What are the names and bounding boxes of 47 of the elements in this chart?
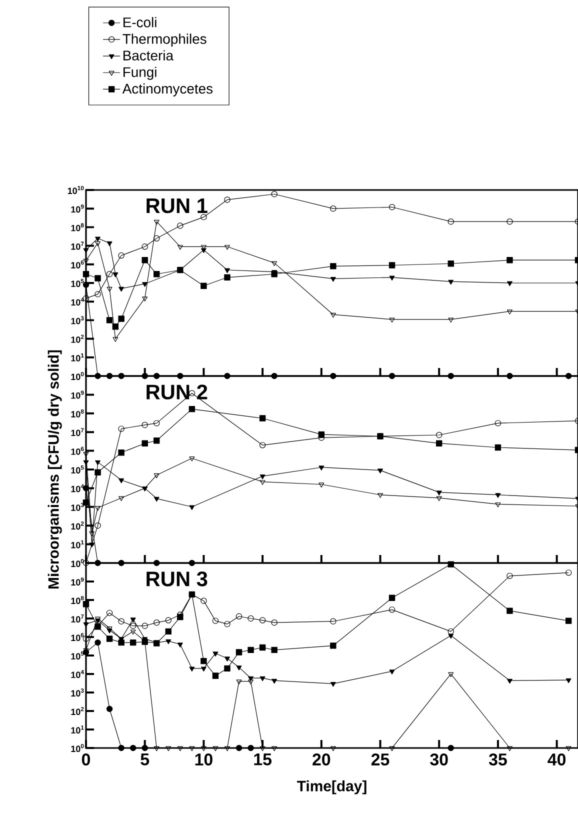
x-tick-label: 0 [82,754,90,766]
y-tick-label: 10$^{2}$ [71,522,84,530]
y-tick-label: 10$^{9}$ [71,390,84,399]
legend-label: Thermophiles [122,34,206,47]
x-tick-label: 15 [254,754,272,766]
y-tick-label: 10$^{4}$ [71,670,84,678]
x-tick-label: 35 [488,754,507,766]
chart-title: RUN 1 [146,198,208,214]
y-tick-label: 10$^{9}$ [71,577,84,586]
y-tick-label: 10$^{3}$ [71,688,84,697]
x-tick-label: 30 [430,754,448,766]
y-tick-label: 10$^{2}$ [71,706,84,716]
y-tick-label: 10$^{6}$ [71,446,84,455]
y-tick-label: 10$^{5}$ [71,465,84,474]
y-tick-label: 10$^{1}$ [71,353,84,362]
y-tick-label: 10$^{0}$ [71,744,84,752]
chart-title: RUN 2 [146,384,208,400]
x-tick-label: 5 [140,754,150,766]
y-tick-label: 10$^{0}$ [71,558,84,568]
legend-label: Bacteria [124,50,174,60]
chart-title: RUN 3 [146,572,208,586]
y-tick-label: 10$^{3}$ [71,316,84,324]
legend-label: Actinomycetes [122,83,213,96]
x-tick-label: 20 [312,754,330,766]
x-axis-title: Time[day] [297,780,366,794]
y-tick-label: 10$^{8}$ [71,409,84,418]
legend-label: Fungi [124,66,156,80]
y-tick-label: 10$^{9}$ [71,204,84,213]
y-tick-label: 10$^{0}$ [71,372,84,380]
x-tick-label: 25 [371,754,390,766]
y-tick-label: 10$^{5}$ [71,651,84,660]
y-tick-label: 10$^{6}$ [71,632,84,642]
x-tick-label: 10 [195,754,212,766]
y-tick-label: 10$^{8}$ [71,223,84,232]
x-tick-label: 40 [548,754,566,766]
y-tick-label: 10$^{10}$ [68,186,84,194]
y-tick-label: 10$^{2}$ [71,334,84,343]
y-tick-label: 10$^{1}$ [71,540,84,548]
legend-label: E-coli [124,17,156,28]
y-tick-label: 10$^{8}$ [71,596,84,604]
y-tick-label: 10$^{1}$ [71,725,84,734]
y-tick-label: 10$^{7}$ [71,428,84,436]
y-axis-title: Microorganisms [CFU/g dry solid] [48,350,62,588]
y-tick-label: 10$^{6}$ [71,260,84,268]
y-tick-label: 10$^{7}$ [71,614,84,623]
y-tick-label: 10$^{7}$ [71,242,84,250]
y-tick-label: 10$^{5}$ [71,278,84,287]
